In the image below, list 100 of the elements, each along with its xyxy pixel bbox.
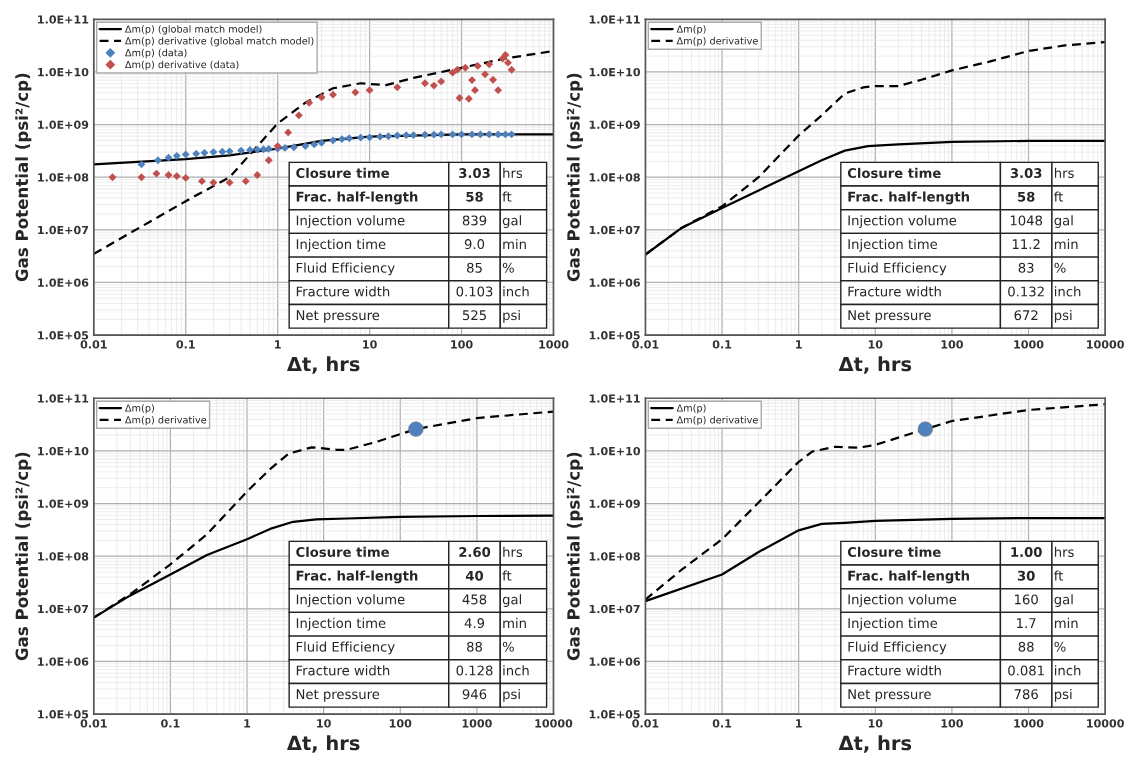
annotation: psi [503,688,520,702]
legend-label: Δm(p) [124,404,154,414]
y-axis-title: Gas Potential (psi²/cp) [15,73,32,282]
annotation: 946 [462,689,487,700]
x-tick-label: 1000 [1014,340,1044,349]
x-tick-label: 1000 [462,719,492,728]
x-tick-label: 10 [868,719,883,728]
annotation: 160 [1015,594,1038,605]
x-tick-label: 0.1 [712,340,732,349]
x-tick-label: 1 [796,719,802,728]
x-tick-label: 10 [868,340,883,349]
y-axis-title: Gas Potential (psi²/cp) [15,452,32,661]
y-tick-label: 1.0E+10 [38,446,89,456]
annotation: 672 [1014,310,1038,321]
annotation: hrs [503,167,523,179]
annotation: % [1054,262,1066,273]
annotation: Net pressure [848,310,931,323]
y-axis-title: Gas Potential (psi²/cp) [566,73,583,282]
annotation: Injection time [848,617,938,631]
y-tick-label: 1.0E+07 [38,604,89,614]
y-tick-label: 1.0E+11 [589,15,640,24]
x-tick-label: 0.01 [632,719,659,728]
x-tick-label: 100 [451,340,473,349]
annotation: 83 [1018,262,1034,273]
y-tick-label: 1.0E+09 [589,120,640,129]
x-tick-label: 0.1 [176,340,195,349]
x-tick-label: 100 [389,719,412,728]
annotation: 4.9 [464,618,485,629]
annotation: 9.0 [464,239,485,250]
y-tick-label: 1.0E+09 [589,499,640,508]
x-axis-title: Δt, hrs [838,735,912,753]
y-tick-label: 1.0E+06 [38,278,89,287]
annotation: 525 [462,310,486,321]
legend-label: Δm(p) derivative [676,36,758,47]
x-tick-label: 100 [941,719,963,728]
annotation: inch [503,286,529,297]
annotation: 85 [467,262,482,273]
annotation: Closure time [847,546,941,558]
y-tick-label: 1.0E+05 [38,710,89,719]
y-tick-label: 1.0E+07 [589,225,640,235]
legend-label: Δm(p) [676,25,706,35]
x-tick-label: 10000 [535,719,573,728]
annotation: Injection time [296,617,386,631]
annotation: ft [1054,570,1064,581]
legend-label: Δm(p) derivative (data) [124,60,239,71]
annotation: 458 [462,594,487,605]
x-tick-label: 1000 [1014,719,1044,728]
annotation: 839 [462,215,487,226]
annotation: Net pressure [296,689,380,702]
annotation: 0.081 [1008,665,1044,676]
annotation: Fracture width [848,286,941,297]
annotation: 1.7 [1017,618,1036,628]
x-tick-label: 0.01 [80,719,107,728]
annotation: Closure time [847,167,941,179]
annotation: 11.2 [1012,239,1040,249]
annotation: Fluid Efficiency [848,641,947,655]
y-tick-label: 1.0E+07 [589,604,640,614]
annotation: Fracture width [296,286,390,297]
annotation: 0.128 [456,665,493,676]
legend-label: Δm(p) derivative (global match model) [124,36,314,47]
annotation: 0.103 [456,286,493,297]
annotation: % [1054,641,1066,652]
y-tick-label: 1.0E+08 [38,173,89,182]
y-tick-label: 1.0E+11 [38,394,89,403]
annotation: psi [1054,309,1072,323]
annotation: 58 [1018,191,1035,202]
annotation: Injection time [848,238,938,252]
y-tick-label: 1.0E+05 [589,331,640,340]
y-tick-label: 1.0E+10 [589,67,641,77]
annotation: Injection volume [296,215,405,228]
annotation: Frac. half-length [848,570,969,584]
y-tick-label: 1.0E+09 [38,120,89,129]
y-tick-label: 1.0E+07 [38,225,89,235]
annotation: Injection volume [848,594,957,607]
annotation: gal [1054,594,1073,607]
x-tick-label: 10000 [1087,719,1124,728]
annotation: Fluid Efficiency [848,262,947,276]
legend-label: Δm(p) derivative [124,415,207,426]
annotation: hrs [503,546,523,558]
y-tick-label: 1.0E+06 [38,657,89,666]
annotation: Frac. half-length [296,191,418,205]
annotation: psi [1054,688,1072,702]
annotation: Injection time [296,238,386,252]
annotation: Frac. half-length [296,570,418,584]
legend-label: Δm(p) derivative [676,415,758,426]
annotation: 40 [465,570,484,581]
legend-label: Δm(p) [676,404,706,414]
annotation: Fluid Efficiency [296,262,395,276]
legend-label: Δm(p) (data) [124,48,187,59]
annotation: psi [503,309,520,323]
annotation: inch [1055,286,1081,297]
x-axis-title: Δt, hrs [286,735,360,753]
annotation: Injection volume [296,594,405,607]
annotation: 58 [466,191,483,202]
y-tick-label: 1.0E+06 [589,657,640,666]
y-tick-label: 1.0E+05 [589,710,640,719]
annotation: Fracture width [848,665,941,676]
annotation: ft [502,570,512,581]
annotation: 2.60 [459,547,491,558]
y-tick-label: 1.0E+06 [589,278,640,287]
